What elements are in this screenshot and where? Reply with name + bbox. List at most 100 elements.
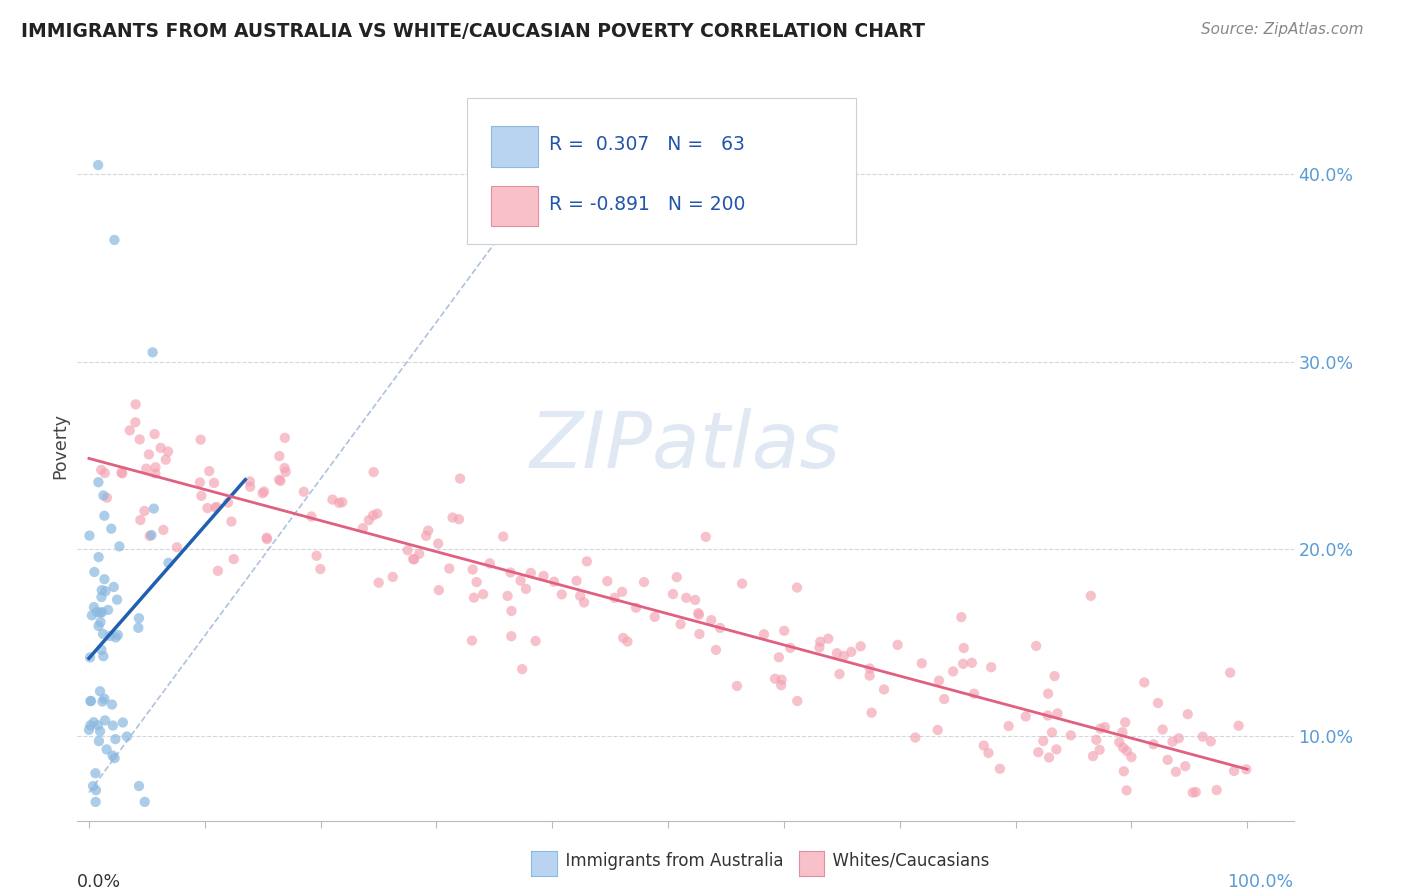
Point: [688, 627, 710, 641]
Point: [98, 629, 121, 643]
Point: [142, 345, 165, 359]
Point: [997, 719, 1019, 733]
Point: [478, 557, 501, 571]
Point: [533, 569, 555, 583]
Point: [205, 500, 228, 514]
Point: [79, 694, 101, 708]
Point: [104, 631, 127, 645]
Point: [103, 580, 125, 594]
Point: [202, 475, 225, 490]
Point: [79, 718, 101, 732]
Point: [87, 718, 110, 732]
Point: [973, 739, 995, 753]
Point: [83, 600, 105, 615]
Point: [91, 694, 114, 708]
Point: [770, 673, 793, 687]
Point: [157, 444, 180, 458]
Point: [357, 513, 380, 527]
Point: [603, 591, 626, 605]
Point: [1177, 707, 1199, 722]
Point: [1111, 725, 1133, 739]
Point: [496, 589, 519, 603]
Point: [1046, 706, 1069, 721]
Point: [461, 633, 484, 648]
Point: [768, 650, 790, 665]
Point: [198, 464, 221, 478]
Point: [1234, 762, 1257, 776]
Point: [515, 582, 537, 596]
Point: [860, 706, 883, 720]
Point: [616, 634, 638, 648]
Point: [79, 528, 101, 542]
Point: [569, 589, 592, 603]
Point: [107, 628, 129, 642]
Point: [1114, 715, 1136, 730]
Point: [87, 475, 110, 490]
Point: [256, 531, 278, 545]
Point: [980, 660, 1002, 674]
Point: [1112, 740, 1135, 755]
Point: [859, 661, 882, 675]
Point: [207, 564, 229, 578]
Point: [1038, 750, 1060, 764]
Point: [669, 617, 692, 632]
Point: [402, 552, 425, 566]
Point: [190, 433, 212, 447]
Point: [928, 673, 950, 688]
Point: [1164, 764, 1187, 779]
Point: [1174, 759, 1197, 773]
Point: [427, 583, 450, 598]
Point: [143, 467, 166, 481]
Point: [274, 465, 297, 479]
Point: [1219, 665, 1241, 680]
Point: [87, 550, 110, 565]
Point: [91, 627, 114, 641]
Point: [520, 566, 543, 580]
Point: [77, 723, 100, 737]
Point: [665, 570, 688, 584]
Point: [808, 640, 831, 655]
Point: [124, 415, 146, 429]
Point: [361, 508, 384, 523]
Point: [90, 583, 112, 598]
Point: [274, 431, 297, 445]
Point: [1026, 745, 1049, 759]
Point: [139, 529, 162, 543]
Point: [988, 762, 1011, 776]
Point: [408, 547, 430, 561]
Point: [138, 447, 160, 461]
Point: [93, 572, 115, 586]
Point: [381, 570, 404, 584]
Point: [87, 158, 110, 172]
Point: [309, 562, 332, 576]
Point: [1094, 720, 1116, 734]
Point: [252, 486, 274, 500]
Point: [128, 779, 150, 793]
Point: [610, 584, 633, 599]
Point: [977, 746, 1000, 760]
Point: [1036, 687, 1059, 701]
Point: [551, 587, 574, 601]
Point: [101, 748, 124, 763]
Point: [155, 452, 177, 467]
Point: [321, 492, 343, 507]
FancyBboxPatch shape: [467, 97, 856, 244]
Point: [93, 691, 115, 706]
Text: IMMIGRANTS FROM AUSTRALIA VS WHITE/CAUCASIAN POVERTY CORRELATION CHART: IMMIGRANTS FROM AUSTRALIA VS WHITE/CAUCA…: [21, 22, 925, 41]
Point: [269, 474, 291, 488]
Point: [134, 795, 156, 809]
Point: [80, 694, 103, 708]
Point: [111, 467, 134, 481]
Point: [93, 649, 115, 664]
Point: [1090, 722, 1112, 736]
Point: [1040, 725, 1063, 739]
Point: [396, 543, 419, 558]
Point: [87, 734, 110, 748]
Point: [94, 584, 117, 599]
Point: [1161, 735, 1184, 749]
Point: [763, 672, 786, 686]
Point: [1121, 750, 1143, 764]
Point: [510, 662, 533, 676]
Point: [927, 723, 949, 737]
Point: [596, 574, 619, 589]
